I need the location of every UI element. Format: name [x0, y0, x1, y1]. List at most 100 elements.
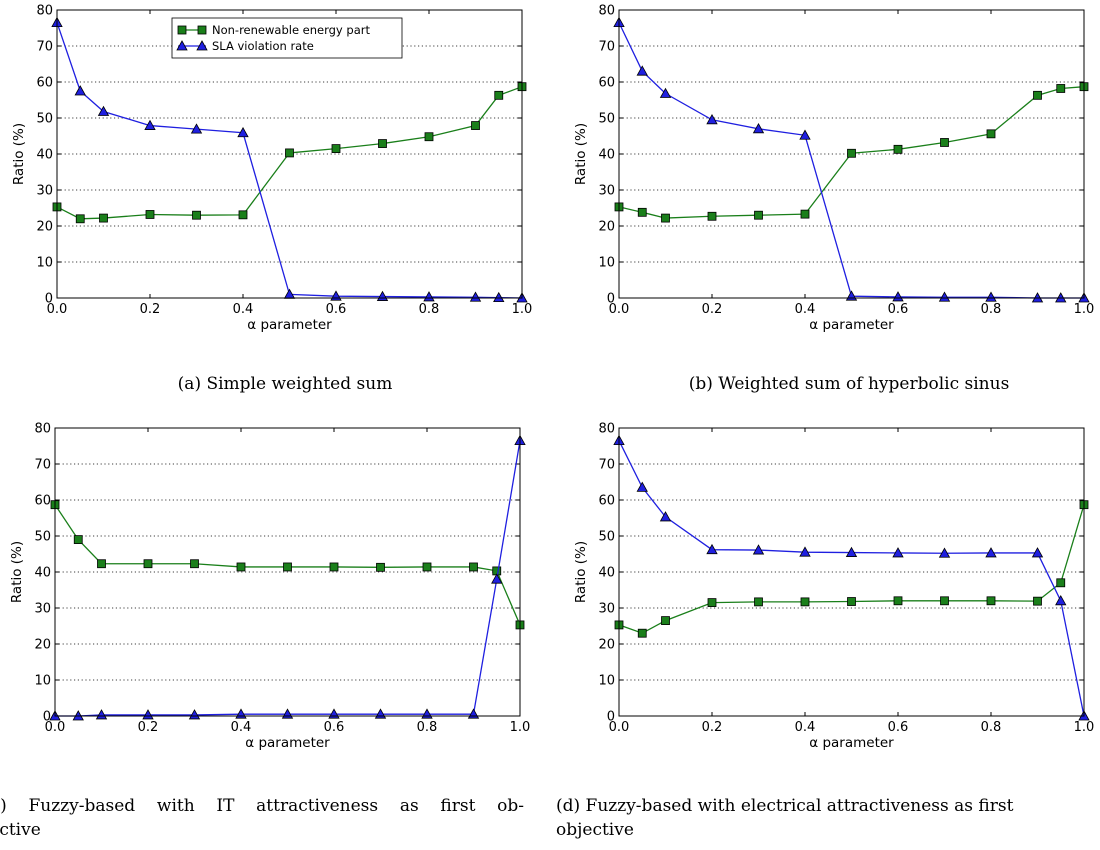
x-axis-label: α parameter: [809, 735, 894, 751]
y-tick-label: 60: [598, 76, 615, 91]
caption-c-line2: jective: [0, 820, 41, 840]
data-point: [800, 209, 810, 219]
data-point: [636, 481, 648, 492]
y-axis-label: Ratio (%): [573, 123, 589, 185]
y-tick-label: 80: [36, 4, 53, 19]
y-axis-label: Ratio (%): [11, 123, 27, 185]
data-point: [422, 562, 432, 572]
plot-frame: [618, 427, 1085, 717]
y-tick-label: 0: [607, 292, 615, 307]
data-point: [75, 214, 85, 224]
data-point: [237, 126, 249, 138]
data-point: [493, 291, 505, 303]
x-tick-label: 0.8: [419, 302, 440, 317]
caption-a-text: (a) Simple weighted sum: [177, 374, 393, 394]
data-point: [331, 144, 341, 154]
data-point: [637, 628, 647, 638]
data-point: [471, 121, 480, 130]
data-point: [238, 210, 248, 220]
y-tick-label: 70: [598, 458, 615, 473]
data-point: [940, 138, 949, 147]
data-point: [986, 596, 996, 606]
data-point: [940, 596, 949, 606]
caption-b: (b) Weighted sum of hyperbolic sinus: [614, 372, 1084, 396]
data-point: [1056, 84, 1066, 93]
data-point: [986, 129, 996, 139]
data-point: [236, 562, 246, 572]
y-tick-label: 20: [598, 220, 615, 235]
y-tick-label: 20: [36, 220, 53, 235]
data-point: [1033, 596, 1042, 606]
x-tick-label: 0.2: [702, 302, 723, 317]
data-point: [97, 105, 110, 116]
data-point: [800, 597, 810, 607]
series-line-1: [618, 22, 1084, 299]
y-tick-label: 80: [34, 422, 51, 437]
legend-box: [171, 17, 403, 59]
data-point: [1033, 90, 1042, 100]
y-tick-label: 70: [34, 458, 51, 473]
data-point: [143, 559, 153, 569]
x-tick-label: 0.2: [702, 720, 723, 735]
caption-d-line2: objective: [556, 820, 634, 840]
data-point: [144, 119, 156, 130]
data-point: [661, 616, 670, 625]
x-tick-label: 0.6: [888, 720, 909, 735]
data-point: [706, 543, 718, 555]
data-point: [99, 213, 108, 223]
x-tick-label: 1.0: [510, 720, 531, 735]
data-point: [378, 139, 387, 148]
x-tick-label: 0.2: [140, 302, 161, 317]
data-point: [661, 213, 670, 223]
data-point: [145, 210, 155, 219]
data-point: [142, 709, 154, 720]
x-axis-label: α parameter: [809, 317, 894, 333]
x-tick-label: 1.0: [512, 302, 533, 317]
data-point: [938, 291, 951, 302]
plot-frame: [56, 9, 523, 299]
data-point: [283, 562, 292, 572]
legend: Non-renewable energy part SLA violation r…: [171, 17, 403, 59]
y-tick-label: 10: [36, 256, 53, 271]
legend-label: SLA violation rate: [212, 39, 314, 53]
data-point: [491, 573, 503, 584]
x-tick-label: 0.6: [888, 302, 909, 317]
y-tick-label: 0: [43, 710, 51, 725]
y-tick-label: 40: [598, 148, 615, 163]
y-tick-label: 60: [598, 494, 615, 509]
x-tick-label: 0.4: [233, 302, 254, 317]
data-point: [659, 87, 672, 98]
data-point: [752, 122, 765, 134]
data-point: [329, 562, 339, 572]
data-point: [847, 148, 856, 158]
y-tick-label: 50: [598, 530, 615, 545]
y-tick-label: 10: [598, 256, 615, 271]
y-tick-label: 60: [34, 494, 51, 509]
y-tick-label: 40: [34, 566, 51, 581]
data-point: [376, 562, 385, 572]
x-tick-label: 0.0: [47, 302, 68, 317]
data-point: [1031, 547, 1044, 558]
data-point: [706, 113, 718, 125]
legend-marker: [196, 40, 208, 51]
x-tick-label: 0.6: [326, 302, 347, 317]
x-tick-label: 0.8: [981, 720, 1002, 735]
data-point: [985, 547, 997, 558]
data-point: [707, 598, 717, 607]
y-tick-label: 70: [36, 40, 53, 55]
x-tick-label: 1.0: [1074, 720, 1095, 735]
y-tick-label: 30: [598, 602, 615, 617]
series-line-0: [618, 504, 1085, 634]
y-tick-label: 20: [598, 638, 615, 653]
data-point: [659, 511, 672, 522]
x-tick-label: 0.0: [609, 302, 630, 317]
data-point: [892, 547, 904, 558]
chart-a: 0 10 20 30 40 50 60 70 80 0.0 0.2 0.4 0.6 0.8 1.0 α par…: [11, 4, 532, 334]
y-tick-label: 40: [598, 566, 615, 581]
caption-a: (a) Simple weighted sum: [50, 372, 520, 396]
data-point: [754, 210, 763, 220]
y-tick-label: 10: [34, 674, 51, 689]
data-point: [95, 709, 108, 720]
y-tick-label: 30: [598, 184, 615, 199]
